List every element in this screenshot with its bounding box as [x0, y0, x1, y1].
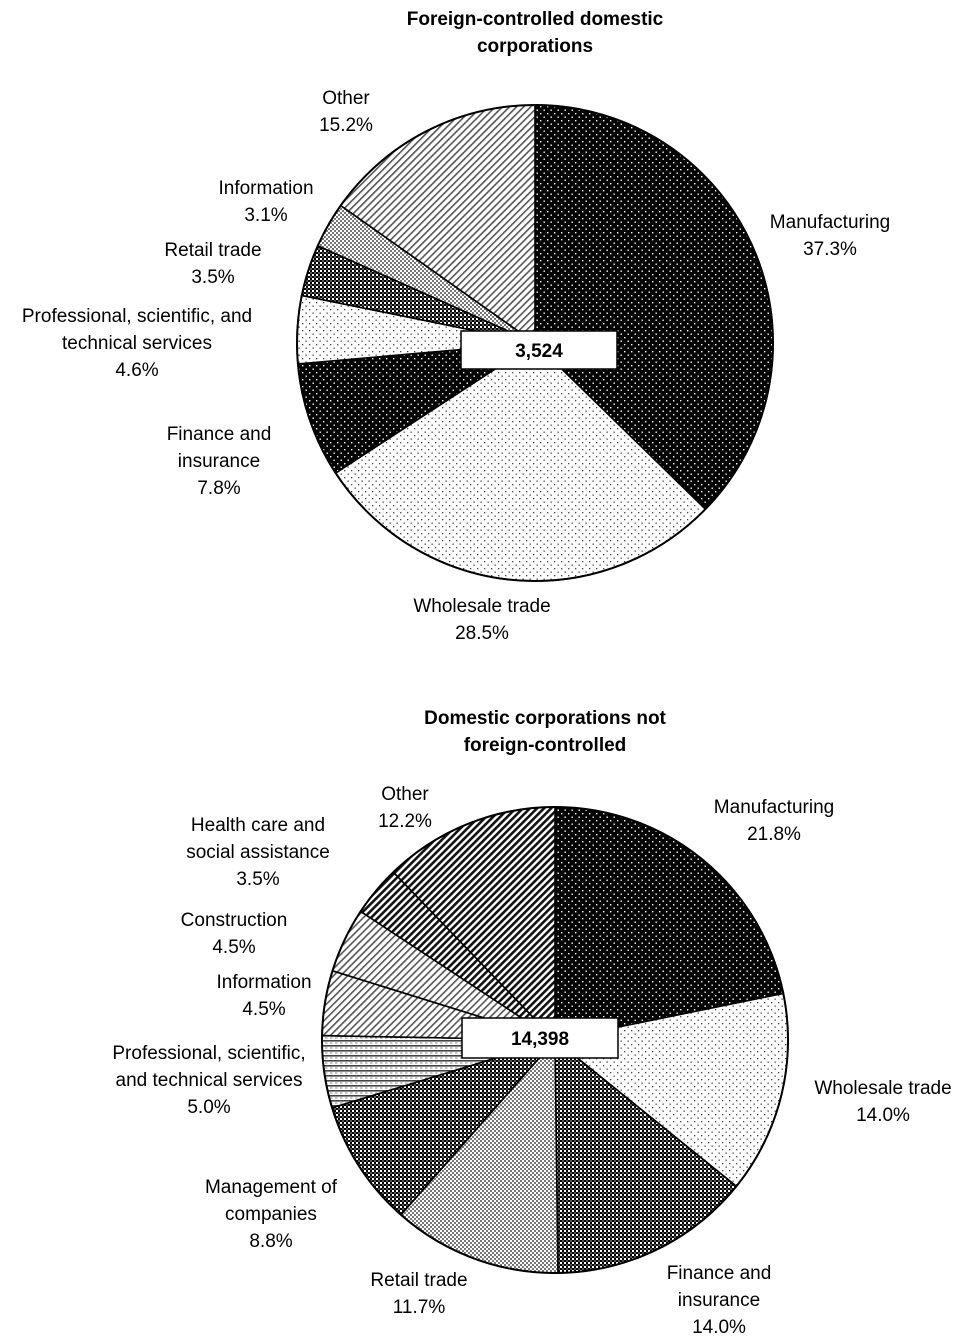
- slice-percent-label: 21.8%: [747, 824, 801, 845]
- total-box: [461, 1017, 619, 1059]
- chart-title-line: foreign-controlled: [464, 735, 627, 756]
- chart-title-line: Foreign-controlled domestic: [407, 9, 664, 30]
- pie-chart-2: Domestic corporations not foreign-control…: [112, 708, 951, 1338]
- slice-name-label: Wholesale trade: [814, 1078, 951, 1099]
- slice-name-label: technical services: [62, 333, 212, 354]
- slice-name-label: insurance: [678, 1290, 760, 1311]
- slice-name-label: Health care and: [191, 815, 325, 836]
- slice-percent-label: 4.5%: [242, 999, 285, 1020]
- slice-name-label: social assistance: [186, 842, 330, 863]
- pie-outline: [296, 104, 774, 582]
- slice-name-label: Wholesale trade: [413, 596, 550, 617]
- slice-percent-label: 15.2%: [319, 115, 373, 136]
- slice-name-label: Information: [218, 178, 313, 199]
- chart-title-line: corporations: [477, 36, 593, 57]
- slice-name-label: Other: [381, 784, 429, 805]
- slice-name-label: Retail trade: [164, 240, 261, 261]
- slice-name-label: Information: [216, 972, 311, 993]
- slice-percent-label: 8.8%: [249, 1231, 292, 1252]
- slice-percent-label: 14.0%: [856, 1105, 910, 1126]
- slice-name-label: Retail trade: [370, 1270, 467, 1291]
- slice-percent-label: 14.0%: [692, 1317, 746, 1338]
- pie-outline: [321, 806, 789, 1274]
- slice-percent-label: 5.0%: [187, 1097, 230, 1118]
- slice-name-label: Manufacturing: [714, 797, 834, 818]
- slice-name-label: Finance and: [167, 424, 272, 445]
- slice-name-label: companies: [225, 1204, 317, 1225]
- slice-percent-label: 3.1%: [244, 205, 287, 226]
- chart-title-line: Domestic corporations not: [424, 708, 666, 729]
- slice-percent-label: 4.6%: [115, 360, 158, 381]
- slice-percent-label: 7.8%: [197, 478, 240, 499]
- slice-name-label: Construction: [181, 910, 288, 931]
- slice-name-label: Other: [322, 88, 370, 109]
- total-value: 3,524: [515, 341, 563, 362]
- slice-name-label: Finance and: [667, 1263, 772, 1284]
- slice-name-label: Professional, scientific,: [112, 1043, 305, 1064]
- slice-percent-label: 3.5%: [236, 869, 279, 890]
- total-value: 14,398: [511, 1029, 569, 1050]
- slice-percent-label: 12.2%: [378, 811, 432, 832]
- slice-percent-label: 37.3%: [803, 239, 857, 260]
- slice-name-label: and technical services: [116, 1070, 303, 1091]
- slice-name-label: Professional, scientific, and: [22, 306, 252, 327]
- slice-percent-label: 11.7%: [393, 1297, 446, 1318]
- slice-name-label: insurance: [178, 451, 260, 472]
- pies-layer: Foreign-controlled domestic corporations 3…: [22, 9, 952, 1338]
- total-box: [460, 330, 618, 370]
- pie-chart-1: Foreign-controlled domestic corporations 3…: [22, 9, 890, 644]
- slice-name-label: Management of: [205, 1177, 338, 1198]
- slice-percent-label: 4.5%: [212, 937, 255, 958]
- slice-percent-label: 28.5%: [455, 623, 509, 644]
- slice-name-label: Manufacturing: [770, 212, 890, 233]
- slice-percent-label: 3.5%: [191, 267, 234, 288]
